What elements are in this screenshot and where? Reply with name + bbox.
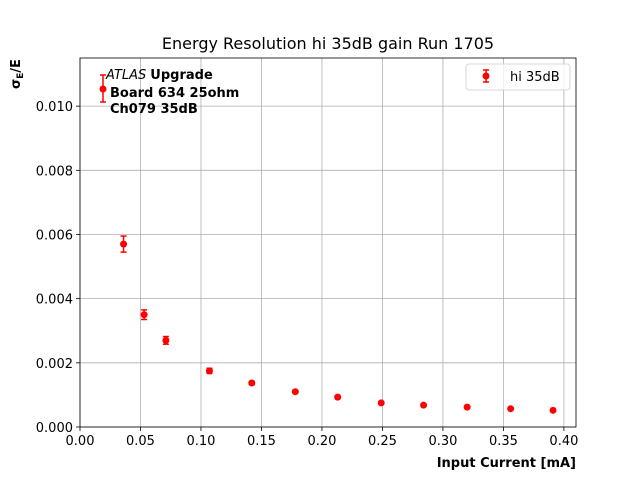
data-point — [205, 367, 213, 375]
data-point — [140, 309, 148, 321]
data-marker — [334, 393, 342, 401]
data-marker — [205, 367, 213, 375]
y-axis-label-sub: E — [16, 73, 26, 79]
data-series — [99, 74, 557, 414]
legend: hi 35dB — [465, 63, 571, 91]
y-tick-label: 0.006 — [36, 228, 73, 243]
data-marker — [248, 379, 256, 387]
y-axis-label-main: σ — [9, 79, 24, 89]
y-tick-label: 0.004 — [36, 293, 73, 308]
data-point — [507, 405, 515, 413]
chart-title: Energy Resolution hi 35dB gain Run 1705 — [162, 34, 494, 53]
annotation-upgrade: Upgrade — [150, 68, 213, 83]
annotation-atlas: ATLAS — [105, 68, 146, 83]
annotation-dot — [99, 85, 107, 93]
legend-label: hi 35dB — [510, 70, 560, 85]
data-marker — [140, 311, 148, 319]
y-tick-label: 0.010 — [36, 100, 73, 115]
data-point — [291, 388, 299, 396]
x-axis-label: Input Current [mA] — [437, 456, 576, 471]
plot-frame — [79, 57, 577, 428]
x-tick-label: 0.40 — [549, 434, 578, 449]
data-marker — [162, 336, 170, 344]
y-axis-label-tail: /E — [9, 59, 24, 73]
atlas-annotation: ATLAS Upgrade Board 634 25ohm Ch079 35dB — [105, 68, 239, 117]
data-marker — [120, 240, 128, 248]
annotation-line-1: ATLAS Upgrade — [105, 68, 213, 83]
y-tick-label: 0.000 — [36, 421, 73, 436]
data-marker — [507, 405, 515, 413]
x-tick-label: 0.30 — [428, 434, 457, 449]
data-point — [377, 399, 385, 407]
y-axis-label: σE/E — [9, 59, 26, 89]
y-tick-label: 0.008 — [36, 164, 73, 179]
data-point — [420, 401, 428, 409]
data-point — [463, 403, 471, 411]
data-point — [248, 379, 256, 387]
data-marker — [420, 401, 428, 409]
y-tick-label: 0.002 — [36, 357, 73, 372]
data-point — [549, 406, 557, 414]
x-tick-label: 0.25 — [368, 434, 397, 449]
x-tick-label: 0.35 — [489, 434, 518, 449]
x-tick-label: 0.20 — [307, 434, 336, 449]
x-tick-label: 0.00 — [66, 434, 95, 449]
x-tick-label: 0.15 — [247, 434, 276, 449]
x-tick-label: 0.05 — [126, 434, 155, 449]
data-point — [162, 335, 170, 345]
data-marker — [377, 399, 385, 407]
axis-ticks: 0.00 0.05 0.10 0.15 0.20 0.25 0.30 0.35 0.40 0.00… — [36, 100, 579, 449]
data-marker — [549, 406, 557, 414]
annotation-line-2: Board 634 25ohm — [110, 86, 239, 101]
annotation-marker — [99, 74, 107, 103]
grid — [79, 58, 576, 428]
data-marker — [463, 403, 471, 411]
x-tick-label: 0.10 — [186, 434, 215, 449]
data-marker — [291, 388, 299, 396]
data-point — [334, 393, 342, 401]
legend-box — [465, 63, 571, 91]
legend-marker — [482, 72, 490, 80]
annotation-line-3: Ch079 35dB — [110, 102, 198, 117]
data-point — [120, 235, 128, 253]
